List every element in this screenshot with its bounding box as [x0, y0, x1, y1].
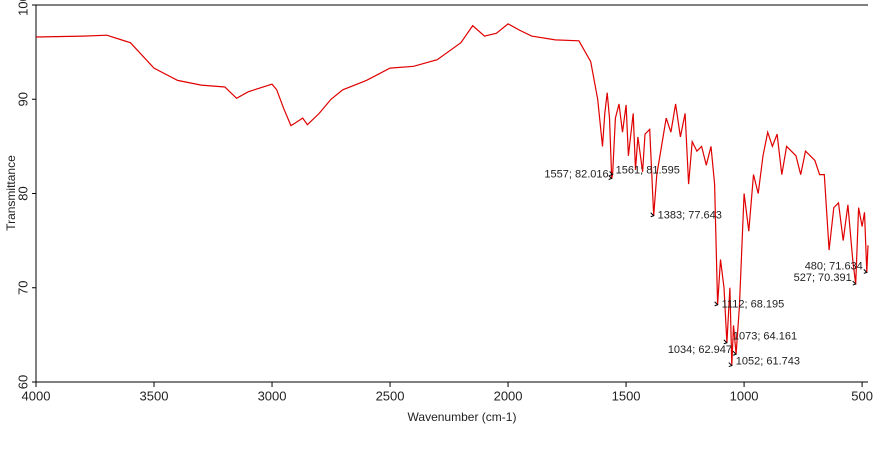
x-tick-label: 2000 [494, 388, 523, 403]
peak-label: 527; 70.391 [794, 272, 852, 284]
peak-marker [728, 362, 733, 368]
peak-label: 480; 71.634 [805, 260, 863, 272]
peak-marker [714, 301, 719, 307]
y-tick-label: 80 [15, 186, 30, 200]
y-tick-label: 100 [15, 0, 30, 16]
peak-label: 1052; 61.743 [736, 355, 800, 367]
x-tick-label: 2500 [376, 388, 405, 403]
peak-label: 1557; 82.016 [544, 168, 608, 180]
peak-marker [732, 350, 737, 356]
x-tick-label: 3500 [140, 388, 169, 403]
y-tick-label: 70 [15, 281, 30, 295]
x-tick-label: 3000 [258, 388, 287, 403]
x-tick-label: 1500 [612, 388, 641, 403]
peak-label: 1112; 68.195 [722, 299, 785, 311]
peak-marker [723, 339, 728, 345]
y-tick-label: 90 [15, 92, 30, 106]
peak-marker [852, 280, 857, 286]
x-axis-label: Wavenumber (cm-1) [408, 410, 517, 424]
y-tick-label: 60 [15, 375, 30, 389]
y-axis-label: Transmittance [4, 155, 18, 231]
peak-marker [608, 175, 613, 180]
peak-marker [863, 268, 868, 274]
x-tick-label: 1000 [730, 388, 759, 403]
peak-label: 1073; 64.161 [733, 331, 797, 343]
x-tick-label: 4000 [22, 388, 51, 403]
spectrum-line [35, 23, 869, 366]
peak-label: 1561; 81.595 [616, 164, 680, 176]
x-tick-label: 500 [851, 388, 873, 403]
peak-label: 1383; 77.643 [658, 210, 722, 222]
peak-label: 1034; 62.947 [668, 344, 732, 356]
peak-marker [609, 171, 614, 176]
peak-marker [650, 212, 655, 218]
